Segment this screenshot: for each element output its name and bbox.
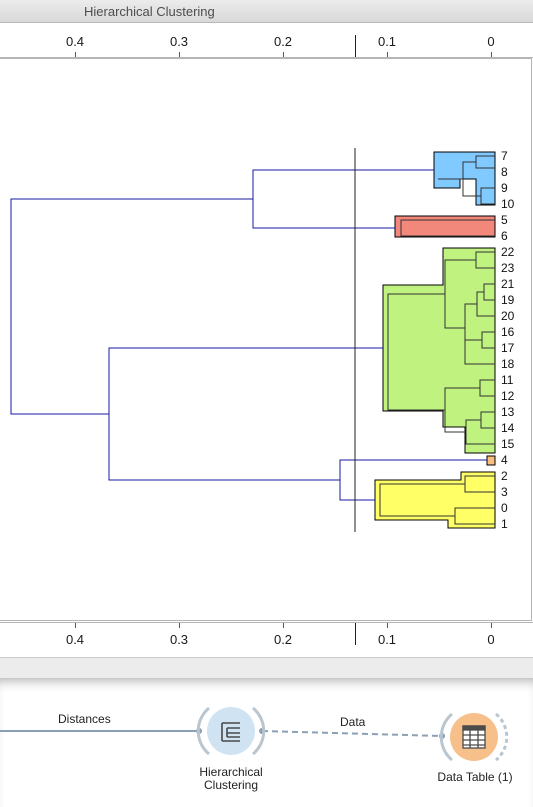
window-titlebar: Hierarchical Clustering [0,0,533,23]
dendrogram-svg: 7 8 9 10 5 6 22 23 21 19 20 16 17 18 11 … [10,148,515,532]
top-tick [387,52,388,57]
plot-border [0,58,532,621]
leaf-label: 14 [501,421,515,435]
bottom-tick-label: 0.4 [65,632,85,647]
leaf-label: 23 [501,261,515,275]
bottom-tick [387,623,388,628]
leaf-label: 8 [501,165,508,179]
cluster-box-yellow[interactable] [374,471,496,529]
top-tick [491,52,492,57]
leaf-label: 10 [501,197,515,211]
bottom-tick-label: 0 [487,632,495,647]
bottom-tick [283,623,284,628]
window-title: Hierarchical Clustering [84,4,215,19]
bottom-tick [75,623,76,628]
top-tick-label: 0.1 [377,34,397,49]
leaf-label: 6 [501,229,508,243]
table-node-label-text: Data Table (1) [437,770,513,784]
bottom-tick-label: 0.1 [377,632,397,647]
leaf-label: 12 [501,389,515,403]
bottom-tick [179,623,180,628]
leaf-label: 3 [501,485,508,499]
clustering-node-label-line1: Hierarchical [199,765,263,779]
leaf-label: 4 [501,453,508,467]
data-link-label: Data [340,715,366,729]
inner-branches [379,155,495,525]
workflow-canvas[interactable]: Distances Data Hierarchical Clustering D… [0,678,533,807]
leaf-label: 15 [501,437,515,451]
leaf-label: 9 [501,181,508,195]
leaf-label: 16 [501,325,515,339]
leaf-label: 21 [501,277,515,291]
leaf-label: 18 [501,357,515,371]
leaf-labels: 7 8 9 10 5 6 22 23 21 19 20 16 17 18 11 … [501,149,515,531]
bottom-cutoff-handle[interactable] [355,623,356,645]
top-cutoff-handle[interactable] [355,35,356,57]
leaf-label: 1 [501,517,508,531]
distances-link-label: Distances [58,712,111,726]
leaf-label: 13 [501,405,515,419]
dendrogram-icon [221,722,240,742]
leaf-label: 17 [501,341,515,355]
bottom-tick [491,623,492,628]
top-tick [179,52,180,57]
data-table-node[interactable] [439,712,509,762]
hierarchical-clustering-node[interactable] [196,706,266,756]
cluster-box-blue[interactable] [433,151,496,206]
leaf-label: 22 [501,245,515,259]
cluster-box-green[interactable] [382,247,496,454]
leaf-label: 7 [501,149,508,163]
top-tick-label: 0.3 [169,34,189,49]
cluster-box-orange[interactable] [486,455,496,466]
dendrogram-plot: 7 8 9 10 5 6 22 23 21 19 20 16 17 18 11 … [0,58,533,621]
workflow-svg [0,706,509,762]
leaf-label: 2 [501,469,508,483]
bottom-tick-label: 0.3 [169,632,189,647]
top-tick-label: 0 [487,34,495,49]
outer-branches [10,169,487,501]
top-axis: 0.4 0.3 0.2 0.1 0 [0,23,533,58]
window-bottom-edge [0,657,533,679]
table-icon [462,725,486,749]
bottom-tick-label: 0.2 [273,632,293,647]
bottom-axis: 0.4 0.3 0.2 0.1 0 [0,622,533,657]
leaf-label: 20 [501,309,515,323]
top-tick-label: 0.2 [273,34,293,49]
clustering-node-label[interactable]: Hierarchical Clustering [186,766,276,792]
leaf-label: 19 [501,293,515,307]
table-node-label[interactable]: Data Table (1) [425,771,525,784]
leaf-label: 0 [501,501,508,515]
leaf-label: 11 [501,373,514,387]
top-tick [75,52,76,57]
data-link[interactable] [261,730,443,737]
leaf-label: 5 [501,213,508,227]
top-tick-label: 0.4 [65,34,85,49]
clustering-node-label-line2: Clustering [203,778,259,792]
top-tick [283,52,284,57]
cluster-box-red[interactable] [394,215,496,238]
